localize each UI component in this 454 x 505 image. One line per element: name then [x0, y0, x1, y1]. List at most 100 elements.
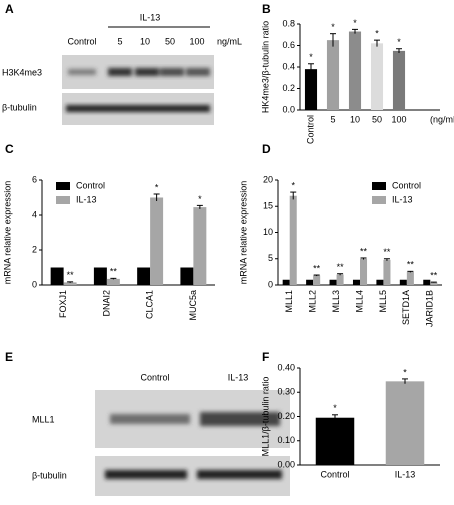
significance-label: **	[110, 267, 118, 277]
significance-label: **	[383, 247, 391, 257]
y-tick-label: 0.2	[282, 83, 295, 93]
legend-label: Control	[76, 180, 105, 190]
x-tick-label: 100	[391, 114, 406, 124]
bar	[336, 274, 344, 285]
panel-letter: E	[5, 350, 13, 364]
y-tick-label: 0.30	[277, 387, 295, 397]
y-tick-label: 6	[32, 174, 37, 184]
legend-swatch	[56, 196, 70, 204]
bar	[150, 197, 164, 285]
bar	[106, 278, 120, 285]
lane-label: IL-13	[228, 372, 249, 382]
row-label: MLL1	[32, 414, 55, 424]
bar	[370, 43, 384, 110]
y-tick-label: 2	[32, 244, 37, 254]
y-tick-label: 0.6	[282, 40, 295, 50]
y-tick-label: 15	[263, 201, 273, 211]
bar	[193, 207, 207, 285]
significance-label: **	[360, 246, 368, 256]
significance-label: **	[67, 270, 75, 280]
legend-swatch	[372, 196, 386, 204]
legend-swatch	[372, 182, 386, 190]
bar	[383, 259, 391, 285]
y-tick-label: 4	[32, 209, 37, 219]
bar	[406, 271, 414, 285]
bar	[423, 279, 431, 285]
row-label: β-tubulin	[2, 102, 37, 112]
bar	[50, 267, 64, 285]
bar	[352, 279, 360, 285]
panel-letter: A	[5, 2, 14, 16]
treatment-label: IL-13	[140, 12, 161, 22]
panel-letter: B	[262, 2, 271, 16]
bar	[306, 279, 314, 285]
x-tick-label: Control	[320, 469, 349, 479]
panel-letter: F	[262, 350, 269, 364]
y-tick-label: 5	[268, 253, 273, 263]
x-tick-label: IL-13	[395, 469, 416, 479]
y-tick-label: 0.10	[277, 435, 295, 445]
bar	[385, 381, 425, 465]
y-axis-title: mRNA relative expression	[2, 181, 12, 285]
row-label: β-tubulin	[32, 470, 67, 480]
lane-label: 100	[189, 36, 204, 46]
y-axis-title: HK4me3/β-tubulin ratio	[260, 21, 270, 113]
bar	[63, 282, 77, 285]
bands	[66, 105, 210, 112]
panel-letter: D	[262, 142, 271, 156]
significance-label: **	[337, 262, 345, 272]
x-tick-label: MLL3	[331, 290, 341, 313]
bar	[329, 279, 337, 285]
bar	[289, 195, 297, 285]
bar	[392, 50, 406, 110]
significance-label: **	[313, 263, 321, 273]
bands	[105, 470, 282, 479]
bands	[110, 412, 280, 426]
y-tick-label: 0.8	[282, 18, 295, 28]
bar	[348, 31, 362, 110]
x-tick-label: MLL1	[284, 290, 294, 313]
significance-label: *	[397, 37, 401, 47]
y-axis-title: mRNA relative expression	[238, 181, 248, 285]
row-label: H3K4me3	[2, 67, 42, 77]
y-tick-label: 10	[263, 227, 273, 237]
y-tick-label: 0.20	[277, 411, 295, 421]
x-tick-label: FOXJ1	[58, 290, 68, 318]
x-tick-label: MLL4	[354, 290, 364, 313]
y-tick-label: 0.40	[277, 362, 295, 372]
y-tick-label: 0.0	[282, 104, 295, 114]
bar	[282, 279, 290, 285]
x-tick-label: SETD1A	[401, 290, 411, 325]
bar	[93, 267, 107, 285]
significance-label: **	[430, 270, 438, 280]
legend-label: IL-13	[392, 194, 413, 204]
x-tick-label: 50	[372, 114, 382, 124]
bar	[376, 279, 384, 285]
lane-label: 10	[140, 36, 150, 46]
y-tick-label: 0	[268, 279, 273, 289]
legend-swatch	[56, 182, 70, 190]
lane-label: 50	[165, 36, 175, 46]
bar	[180, 267, 194, 285]
significance-label: *	[333, 403, 337, 413]
significance-label: *	[403, 367, 407, 377]
bar	[430, 282, 438, 285]
x-tick-label: MLL5	[378, 290, 388, 313]
x-tick-label: MLL2	[308, 290, 318, 313]
x-tick-label: JARID1B	[425, 290, 435, 327]
significance-label: *	[309, 52, 313, 62]
x-axis-title: (ng/mL)	[430, 114, 454, 124]
significance-label: *	[353, 18, 357, 28]
lane-label: Control	[140, 372, 169, 382]
x-tick-label: Control	[305, 115, 315, 144]
y-tick-label: 0.00	[277, 459, 295, 469]
lane-label: 5	[117, 36, 122, 46]
bar	[304, 69, 318, 110]
significance-label: *	[155, 182, 159, 192]
significance-label: *	[291, 180, 295, 190]
x-tick-label: 10	[350, 114, 360, 124]
unit-label: ng/mL	[217, 36, 242, 46]
bar	[399, 279, 407, 285]
x-tick-label: DNAI2	[101, 290, 111, 317]
